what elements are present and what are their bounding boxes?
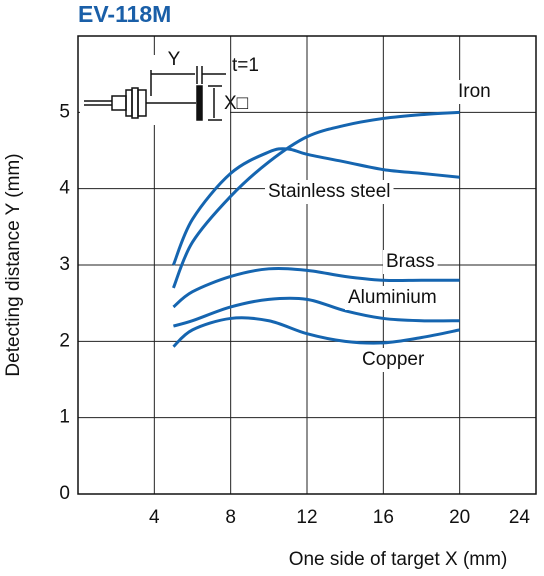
series-label: Stainless steel: [268, 181, 391, 202]
diagram-label: Y: [168, 49, 181, 70]
chart-title: EV-118M: [78, 1, 171, 27]
y-tick-label: 4: [59, 178, 70, 199]
y-tick-label: 2: [59, 330, 70, 351]
series-label-bg: [383, 250, 438, 274]
diagram-label: X□: [224, 93, 249, 114]
x-axis-label: One side of target X (mm): [289, 549, 508, 570]
y-tick-label: 3: [59, 254, 70, 275]
x-tick-label: 16: [373, 507, 394, 528]
x-tick-label: 8: [225, 507, 236, 528]
y-axis-label: Detecting distance Y (mm): [3, 153, 24, 376]
series-label-bg: [359, 348, 428, 372]
series-line: [172, 110, 460, 289]
series-label: Aluminium: [348, 287, 437, 308]
series-line: [172, 266, 460, 309]
x-tick-label: 4: [149, 507, 160, 528]
series-line: [172, 147, 460, 266]
series-label-bg: [265, 180, 394, 204]
series-label: Brass: [386, 251, 435, 272]
y-tick-label: 5: [59, 101, 70, 122]
series-label: Copper: [362, 349, 425, 370]
y-tick-label: 1: [59, 407, 70, 428]
series-label-bg: [455, 80, 494, 104]
x-tick-label: 24: [509, 507, 531, 528]
series-line: [172, 316, 460, 348]
series-label-bg: [345, 286, 440, 310]
y-tick-label: 0: [59, 483, 70, 504]
series-line: [173, 296, 460, 328]
diagram-label: t=1: [232, 55, 259, 76]
series-label: Iron: [458, 81, 491, 102]
plot-frame: [77, 35, 537, 495]
x-tick-label: 12: [296, 507, 317, 528]
x-tick-label: 20: [449, 507, 470, 528]
sensor-diagram: [80, 55, 230, 125]
